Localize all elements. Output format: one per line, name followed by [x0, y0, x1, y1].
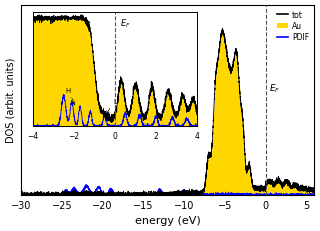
- Text: $E_F$: $E_F$: [269, 82, 280, 94]
- Y-axis label: DOS (arbit. units): DOS (arbit. units): [5, 58, 16, 143]
- X-axis label: energy (eV): energy (eV): [135, 216, 201, 225]
- Legend: tot, Au, PDIF: tot, Au, PDIF: [275, 9, 311, 44]
